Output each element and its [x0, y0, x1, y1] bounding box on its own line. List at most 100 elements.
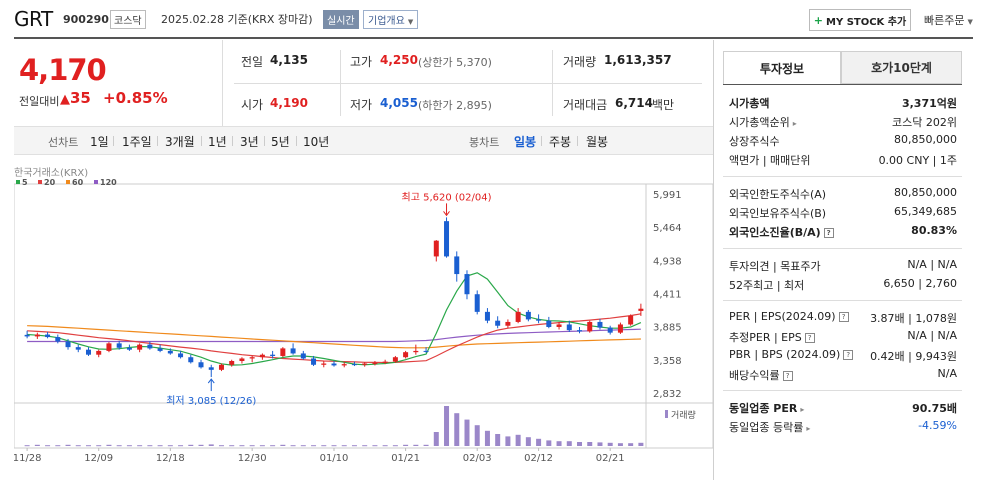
period-3y[interactable]: 3년 [240, 135, 259, 149]
current-price: 4,170 [19, 53, 107, 87]
price-chart[interactable]: 한국거래소(KRX)5 20 60 120 5,991 5,464 4,938 4,411 3,… [14, 164, 713, 480]
period-1d[interactable]: 1일 [90, 135, 109, 149]
period-10y[interactable]: 10년 [303, 135, 330, 149]
help-icon[interactable]: ? [823, 228, 834, 238]
ma-legend-label: 120 [100, 178, 117, 187]
chevron-right-icon[interactable]: ▸ [800, 405, 805, 414]
info-label-text: 외국인소진율(B/A) [729, 226, 821, 239]
info-label: 시가총액순위 ▸ [729, 114, 797, 130]
tab-order-book[interactable]: 호가10단계 [841, 51, 962, 84]
period-5y[interactable]: 5년 [271, 135, 290, 149]
y-tick-label: 2,832 [653, 389, 682, 400]
candle-body [484, 311, 490, 321]
section-divider [723, 248, 962, 249]
y-tick-label: 4,938 [653, 256, 682, 267]
info-value: -4.59% [918, 419, 957, 432]
info-label: PBR | BPS (2024.09)? [729, 348, 854, 361]
ma-legend-swatch [38, 180, 42, 184]
ma-legend-swatch [66, 180, 70, 184]
add-my-stock-button[interactable]: + MY STOCK 추가 [809, 9, 911, 31]
info-label: 외국인보유주식수(B) [729, 205, 826, 221]
candle-body [638, 308, 644, 311]
x-tick-label: 12/09 [84, 453, 113, 464]
prev-close-label: 전일 [241, 55, 264, 69]
candle-body [382, 361, 388, 363]
help-icon[interactable]: ? [804, 333, 815, 343]
volume-bar [208, 444, 214, 446]
volume-bar [65, 444, 71, 446]
candle-body [321, 363, 327, 365]
candle-body [525, 311, 531, 320]
help-icon[interactable]: ? [782, 371, 793, 381]
info-label-text: 시가총액 [729, 97, 770, 110]
tab-invest-info[interactable]: 투자정보 [723, 51, 841, 84]
period-toolbar [14, 126, 713, 155]
volume-bar [474, 425, 480, 446]
volume-bar [147, 445, 153, 447]
candle-body [464, 274, 470, 295]
divider [234, 83, 702, 84]
volume-bar [270, 445, 276, 447]
info-label-text: 외국인보유주식수(B) [729, 207, 827, 220]
tab-underline [723, 84, 962, 85]
info-value: 80,850,000 [894, 186, 957, 199]
candle-body [392, 357, 398, 362]
candle-body [311, 358, 317, 365]
company-overview-dropdown[interactable]: 기업개요 ▼ [363, 10, 419, 29]
info-label: 동일업종 PER ▸ [729, 400, 804, 416]
candle-body [300, 353, 306, 359]
volume-bar [157, 445, 163, 447]
candle-body [403, 352, 409, 358]
info-label-text: 52주최고 | 최저 [729, 279, 805, 292]
info-label: 투자의견 | 목표주가 [729, 258, 821, 274]
info-label: 상장주식수 [729, 133, 780, 149]
candle-body [65, 341, 71, 348]
volume-bar [290, 445, 296, 447]
info-label: 액면가 | 매매단위 [729, 152, 811, 168]
candle-body [362, 363, 368, 365]
info-label: 외국인소진율(B/A)? [729, 224, 834, 240]
volume-bar [525, 437, 531, 446]
volume-bar [188, 444, 194, 446]
candle-body [270, 354, 276, 356]
candle-body [85, 349, 91, 355]
ma-legend-label: 20 [44, 178, 56, 187]
realtime-button[interactable]: 실시간 [323, 10, 359, 29]
info-label: PER | EPS(2024.09)? [729, 310, 849, 323]
ma60-line [27, 325, 641, 349]
high-label: 고가 [350, 55, 373, 69]
period-3m[interactable]: 3개월 [165, 135, 195, 149]
volume-bar [106, 444, 112, 446]
volume-label: 거래량 [563, 55, 597, 69]
plus-icon: + [813, 13, 824, 27]
candle-daily[interactable]: 일봉 [514, 135, 537, 149]
period-1y[interactable]: 1년 [208, 135, 227, 149]
volume-bar [126, 445, 132, 447]
min-price-annotation: 최저 3,085 (12/26) [166, 395, 256, 407]
info-label-text: 외국인한도주식수(A) [729, 188, 827, 201]
change-rate: +0.85% [103, 89, 168, 107]
price-plot-frame [14, 183, 713, 404]
ma-legend-label: 5 [22, 178, 28, 187]
period-1w[interactable]: 1주일 [122, 135, 152, 149]
high-value: 4,250 [380, 53, 418, 67]
info-label-text: 동일업종 PER [729, 402, 798, 415]
candle-body [157, 348, 163, 351]
divider [232, 136, 233, 146]
chevron-right-icon[interactable]: ▸ [792, 119, 797, 128]
candle-body [290, 348, 296, 354]
volume-bar [96, 445, 102, 447]
help-icon[interactable]: ? [843, 350, 854, 360]
candle-body [607, 327, 613, 333]
chevron-right-icon[interactable]: ▸ [806, 424, 811, 433]
quick-order-dropdown[interactable]: 빠른주문 ▼ [924, 12, 973, 28]
volume-bar [556, 441, 562, 446]
info-label-text: PER | EPS(2024.09) [729, 310, 836, 323]
volume-bar [239, 445, 245, 447]
volume-bar [249, 445, 255, 447]
candle-weekly[interactable]: 주봉 [549, 135, 572, 149]
price-change: ▲35 [60, 89, 91, 107]
help-icon[interactable]: ? [838, 312, 849, 322]
candle-monthly[interactable]: 월봉 [586, 135, 609, 149]
candle-body [454, 256, 460, 275]
